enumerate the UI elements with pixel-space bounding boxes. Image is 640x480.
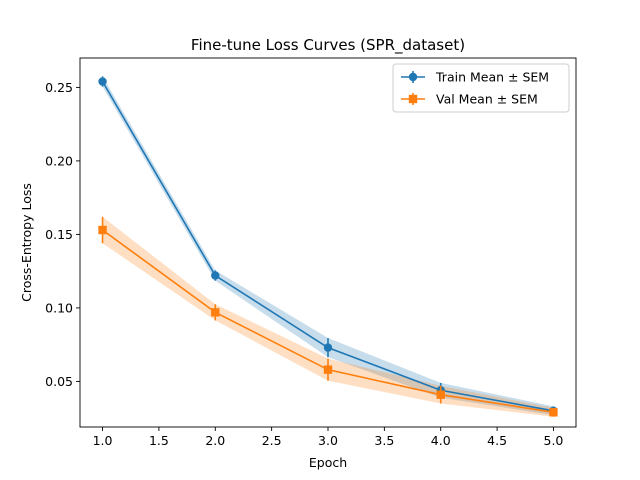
y-tick-label: 0.10 <box>45 300 73 315</box>
data-point <box>211 308 220 317</box>
data-point <box>323 343 333 352</box>
data-point <box>98 77 107 86</box>
x-axis: 1.0 1.5 2.0 2.5 3.0 3.5 4.0 4.5 5.0 <box>93 427 564 448</box>
x-tick-label: 3.0 <box>318 433 338 448</box>
series-line-1 <box>102 229 554 414</box>
x-tick-label: 2.5 <box>262 433 282 448</box>
legend-box <box>392 63 570 113</box>
plot-area <box>98 76 558 417</box>
data-point <box>98 225 107 235</box>
x-tick-label: 3.5 <box>374 433 394 448</box>
x-tick-label: 4.5 <box>487 433 507 448</box>
data-point <box>323 365 333 374</box>
legend-marker <box>408 94 418 104</box>
y-axis: 0.05 0.10 0.15 0.20 0.25 <box>45 80 80 389</box>
x-tick-label: 4.0 <box>431 433 451 448</box>
legend-label: Val Mean ± SEM <box>436 92 538 107</box>
chart-title: Fine-tune Loss Curves (SPR_dataset) <box>191 36 465 55</box>
y-tick-label: 0.05 <box>45 374 73 389</box>
x-tick-label: 1.5 <box>149 433 169 448</box>
data-point <box>436 390 445 399</box>
legend-label: Train Mean ± SEM <box>435 70 549 85</box>
sem-band-1 <box>102 216 554 417</box>
x-tick-label: 5.0 <box>544 433 564 448</box>
y-tick-label: 0.25 <box>45 80 73 95</box>
x-tick-label: 1.0 <box>93 433 113 448</box>
legend: Train Mean ± SEM Val Mean ± SEM <box>392 63 570 113</box>
x-axis-label: Epoch <box>309 455 347 470</box>
x-tick-label: 2.0 <box>205 433 225 448</box>
data-point <box>211 271 220 280</box>
y-tick-label: 0.15 <box>45 227 73 242</box>
y-axis-label: Cross-Entropy Loss <box>19 183 34 302</box>
y-tick-label: 0.20 <box>45 153 73 168</box>
legend-marker <box>408 72 418 82</box>
data-point <box>549 408 558 417</box>
